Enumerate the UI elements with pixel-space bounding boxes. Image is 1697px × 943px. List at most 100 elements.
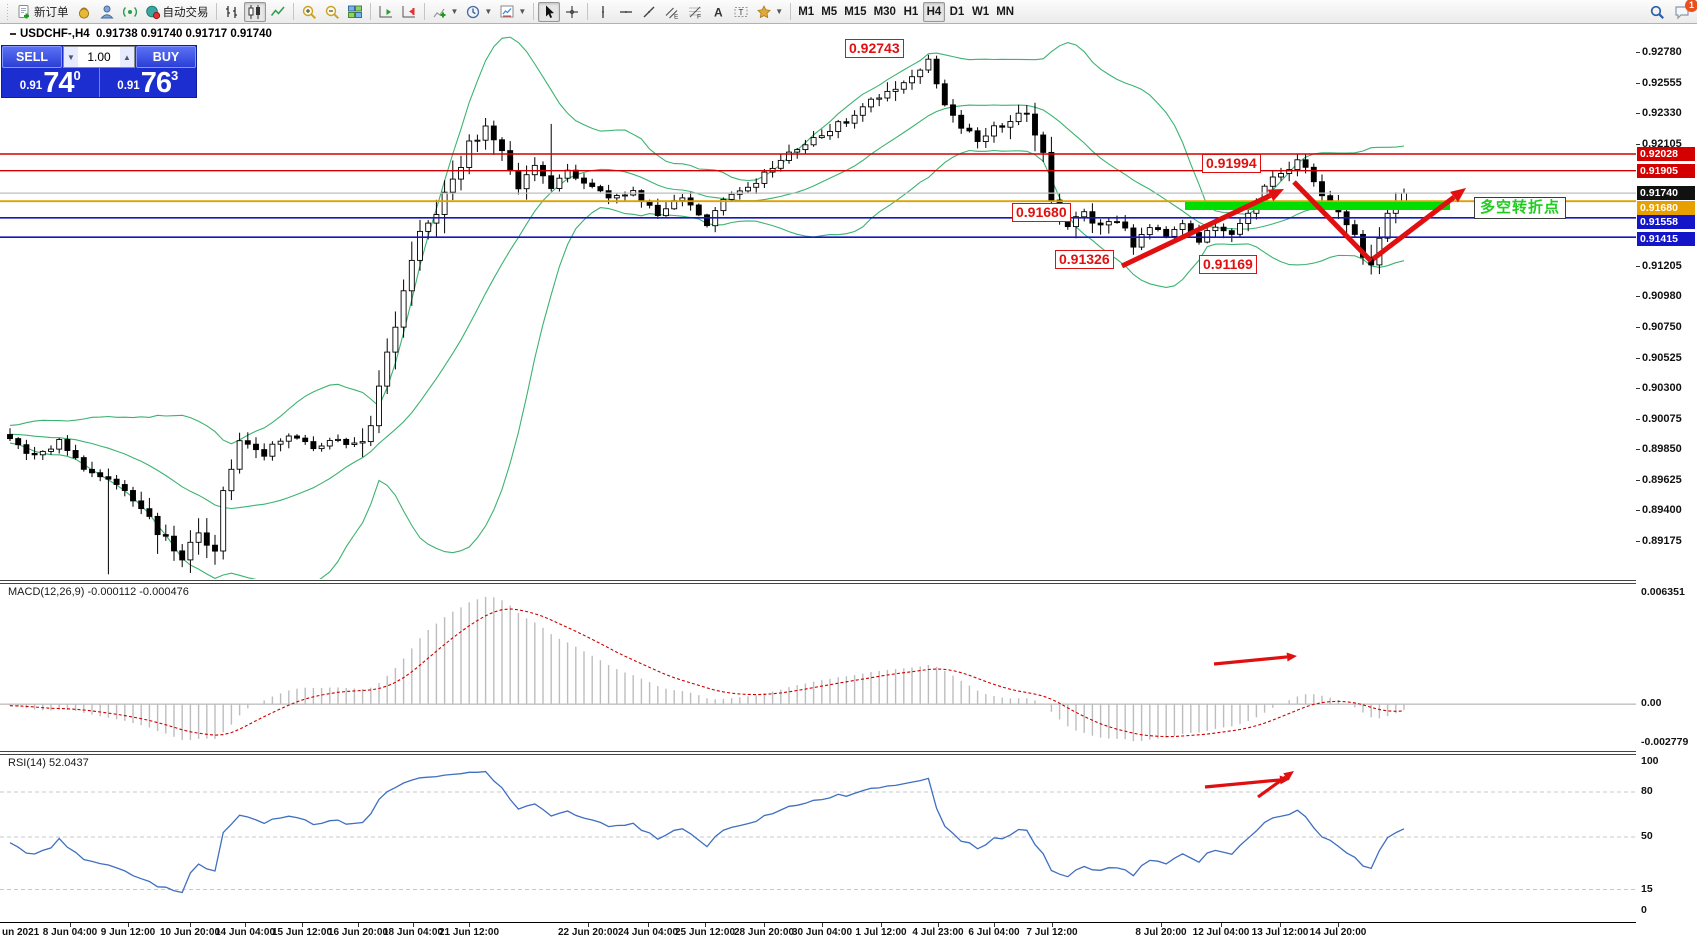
zoom-out-button[interactable] bbox=[321, 2, 343, 22]
price-tick-label: 0.89625 bbox=[1642, 474, 1682, 486]
tile-windows-button[interactable] bbox=[344, 2, 366, 22]
time-tick-label: 8 Jul 20:00 bbox=[1135, 927, 1187, 938]
deposit-icon-button[interactable] bbox=[73, 2, 95, 22]
trade-panel-controls: SELL ▼ 1.00 ▲ BUY bbox=[2, 46, 196, 68]
price-tick-mark bbox=[1636, 358, 1640, 359]
pivot-note-annotation[interactable]: 多空转折点 bbox=[1474, 197, 1567, 219]
chevron-down-icon: ▼ bbox=[518, 7, 527, 16]
rsi-scale-label: 100 bbox=[1641, 755, 1659, 767]
arrows-button[interactable]: ▼ bbox=[753, 2, 786, 22]
time-axis[interactable]: un 2021 8 Jun 04:00 9 Jun 12:00 10 Jun 20:0… bbox=[0, 923, 1697, 943]
tf-w1-button[interactable]: W1 bbox=[971, 5, 990, 18]
price-label-annotation[interactable]: 0.91994 bbox=[1202, 154, 1261, 173]
time-tick-label: 16 Jun 20:00 bbox=[327, 927, 389, 938]
vertical-line-button[interactable] bbox=[592, 2, 614, 22]
templates-button[interactable]: ▼ bbox=[496, 2, 529, 22]
autotrade-button[interactable]: 自动交易 bbox=[142, 2, 212, 22]
cursor-button[interactable] bbox=[538, 1, 561, 22]
labelT-icon: T bbox=[734, 6, 748, 17]
volume-decrease-button[interactable]: ▼ bbox=[64, 47, 78, 67]
buy-button[interactable]: BUY bbox=[136, 46, 196, 68]
chart-shift-button[interactable] bbox=[398, 2, 420, 22]
macd-scale-zero: 0.00 bbox=[1641, 697, 1662, 709]
text-label-button[interactable]: T bbox=[730, 2, 752, 22]
sell-price[interactable]: 0.91 74 0 bbox=[19, 67, 81, 99]
volume-increase-button[interactable]: ▲ bbox=[120, 47, 134, 67]
tf-m30-button[interactable]: M30 bbox=[873, 5, 896, 18]
periods-button[interactable]: ▼ bbox=[462, 2, 495, 22]
tf-d1-button[interactable]: D1 bbox=[949, 5, 965, 18]
zoomin-icon bbox=[302, 5, 316, 19]
time-tick-mark bbox=[469, 923, 470, 927]
volume-stepper[interactable]: ▼ 1.00 ▲ bbox=[63, 46, 135, 68]
time-tick-mark bbox=[764, 923, 765, 927]
price-tick-mark bbox=[1636, 113, 1640, 114]
time-tick-mark bbox=[1338, 923, 1339, 927]
time-tick-label: 21 Jun 12:00 bbox=[438, 927, 500, 938]
tf-h4-button[interactable]: H4 bbox=[922, 1, 945, 22]
price-label-annotation[interactable]: 0.91680 bbox=[1012, 203, 1071, 222]
fibonacci-button[interactable]: F bbox=[684, 2, 706, 22]
indicators-button[interactable]: ▼ bbox=[429, 2, 462, 22]
price-tick-mark bbox=[1636, 419, 1640, 420]
macd-indicator-label: MACD(12,26,9) -0.000112 -0.000476 bbox=[8, 586, 189, 598]
time-tick-label: 8 Jun 04:00 bbox=[42, 927, 98, 938]
toolbar-separator bbox=[215, 3, 217, 20]
price-tick-mark bbox=[1636, 510, 1640, 511]
time-tick-label: 24 Jun 04:00 bbox=[617, 927, 679, 938]
sell-button[interactable]: SELL bbox=[2, 46, 62, 68]
hline-icon bbox=[620, 10, 633, 13]
time-tick-label: 9 Jun 12:00 bbox=[100, 927, 156, 938]
time-tick-mark bbox=[302, 923, 303, 927]
bar-chart-button[interactable] bbox=[221, 2, 243, 22]
line-chart-button[interactable] bbox=[267, 2, 289, 22]
time-tick-label: 4 Jul 23:00 bbox=[912, 927, 964, 938]
time-tick-mark bbox=[1280, 923, 1281, 927]
trendline-button[interactable] bbox=[638, 2, 660, 22]
price-badge: 0.91740 bbox=[1637, 186, 1695, 200]
price-tick-label: 0.91205 bbox=[1642, 260, 1682, 272]
buy-price[interactable]: 0.91 76 3 bbox=[98, 68, 197, 98]
time-tick-mark bbox=[190, 923, 191, 927]
time-tick-label: 7 Jul 12:00 bbox=[1026, 927, 1078, 938]
tf-h1-button[interactable]: H1 bbox=[903, 5, 919, 18]
horizontal-line-button[interactable] bbox=[615, 2, 637, 22]
channel-button[interactable]: E bbox=[661, 2, 683, 22]
price-label-annotation[interactable]: 0.91326 bbox=[1055, 250, 1114, 269]
template-icon bbox=[500, 5, 514, 17]
chat-button[interactable]: 1 bbox=[1671, 0, 1697, 22]
time-tick-mark bbox=[70, 923, 71, 927]
horizontal-level-lines[interactable] bbox=[0, 153, 1636, 269]
symbol-marker-icon bbox=[10, 32, 16, 35]
signal-icon-button[interactable] bbox=[119, 2, 141, 22]
tf-m5-button[interactable]: M5 bbox=[821, 5, 838, 18]
zoom-in-button[interactable] bbox=[298, 2, 320, 22]
toolbar-grip bbox=[6, 3, 10, 20]
time-tick-mark bbox=[938, 923, 939, 927]
tf-m15-button[interactable]: M15 bbox=[844, 5, 867, 18]
tf-m1-button[interactable]: M1 bbox=[798, 5, 815, 18]
ohlc-values: 0.91738 0.91740 0.91717 0.91740 bbox=[96, 28, 272, 40]
price-badge: 0.91415 bbox=[1637, 232, 1695, 246]
auto-scroll-button[interactable] bbox=[375, 2, 397, 22]
rsi-scale-label: 80 bbox=[1641, 785, 1653, 797]
shapes-icon bbox=[757, 4, 772, 18]
symbol-ohlc-line: USDCHF-,H4 0.91738 0.91740 0.91717 0.917… bbox=[10, 28, 272, 40]
tf-mn-button[interactable]: MN bbox=[996, 5, 1015, 18]
candlestick-chart-button[interactable] bbox=[243, 1, 266, 22]
vline-icon bbox=[602, 5, 605, 18]
autotrade-icon bbox=[145, 5, 160, 19]
profile-icon-button[interactable] bbox=[96, 2, 118, 22]
crosshair-button[interactable] bbox=[561, 2, 583, 22]
price-label-annotation[interactable]: 0.91169 bbox=[1199, 255, 1257, 274]
tline-icon bbox=[643, 6, 655, 17]
text-button[interactable]: A bbox=[707, 2, 729, 22]
search-button[interactable] bbox=[1646, 2, 1668, 22]
volume-value[interactable]: 1.00 bbox=[87, 50, 111, 64]
price-label-annotation[interactable]: 0.92743 bbox=[845, 39, 904, 58]
price-tick-label: 0.90075 bbox=[1642, 413, 1682, 425]
price-axis[interactable]: 0.92780 0.92555 0.92330 0.92105 0.91205 0.909… bbox=[1636, 24, 1697, 923]
new-order-button[interactable]: 新订单 bbox=[13, 2, 72, 22]
svg-text:F: F bbox=[697, 13, 701, 20]
